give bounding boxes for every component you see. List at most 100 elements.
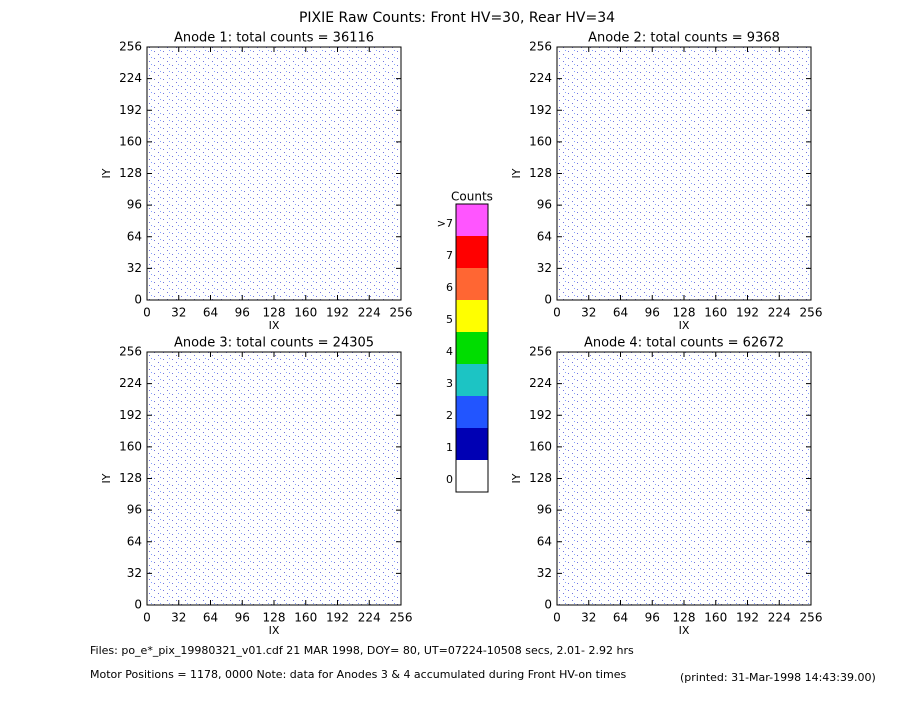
y-axis-label: IY [100, 168, 113, 178]
x-tick-label: 128 [673, 306, 696, 320]
y-tick-label: 128 [529, 471, 552, 485]
x-tick-label: 256 [390, 611, 413, 625]
panel-title: Anode 1: total counts = 36116 [174, 31, 374, 46]
y-tick-label: 32 [127, 261, 142, 275]
y-tick-label: 32 [537, 261, 552, 275]
plot-area [147, 352, 401, 605]
panel-title: Anode 2: total counts = 9368 [588, 31, 780, 46]
colorbar-label: 3 [446, 377, 453, 390]
colorbar-box [456, 332, 488, 364]
y-tick-label: 224 [119, 376, 142, 390]
x-tick-label: 224 [358, 611, 381, 625]
x-tick-label: 192 [326, 306, 349, 320]
colorbar-label: 4 [446, 345, 453, 358]
x-tick-label: 160 [704, 611, 727, 625]
y-tick-label: 256 [529, 345, 552, 359]
colorbar-box [456, 428, 488, 460]
x-tick-label: 192 [326, 611, 349, 625]
x-tick-label: 64 [613, 611, 628, 625]
colorbar-label: 0 [446, 473, 453, 486]
x-tick-label: 0 [143, 611, 151, 625]
x-tick-label: 64 [613, 306, 628, 320]
x-tick-label: 256 [390, 306, 413, 320]
y-tick-label: 96 [537, 198, 552, 212]
y-tick-label: 96 [537, 503, 552, 517]
y-tick-label: 128 [119, 471, 142, 485]
x-tick-label: 96 [645, 611, 660, 625]
plot-area [147, 47, 401, 300]
y-tick-label: 160 [119, 134, 142, 148]
y-tick-label: 224 [529, 376, 552, 390]
y-tick-label: 128 [529, 166, 552, 180]
x-tick-label: 0 [553, 306, 561, 320]
x-tick-label: 96 [235, 611, 250, 625]
footer-files: Files: po_e*_pix_19980321_v01.cdf 21 MAR… [90, 644, 634, 657]
footer-printed: (printed: 31-Mar-1998 14:43:39.00) [680, 671, 876, 684]
y-tick-label: 0 [134, 598, 142, 612]
colorbar-box [456, 460, 488, 492]
x-tick-label: 96 [645, 306, 660, 320]
y-tick-label: 0 [544, 293, 552, 307]
x-tick-label: 128 [263, 306, 286, 320]
x-tick-label: 96 [235, 306, 250, 320]
y-tick-label: 64 [537, 229, 552, 243]
y-tick-label: 192 [529, 408, 552, 422]
y-tick-label: 256 [529, 40, 552, 54]
x-tick-label: 128 [673, 611, 696, 625]
x-tick-label: 192 [736, 611, 759, 625]
y-tick-label: 64 [127, 229, 142, 243]
y-axis-label: IY [510, 473, 523, 483]
plot-area [557, 47, 811, 300]
x-tick-label: 0 [143, 306, 151, 320]
colorbar-label: 1 [446, 441, 453, 454]
colorbar-title: Counts [451, 190, 493, 204]
y-tick-label: 32 [127, 566, 142, 580]
colorbar-box [456, 268, 488, 300]
colorbar-box [456, 236, 488, 268]
x-tick-label: 224 [358, 306, 381, 320]
y-tick-label: 96 [127, 503, 142, 517]
y-tick-label: 192 [119, 103, 142, 117]
y-tick-label: 224 [529, 71, 552, 85]
colorbar-label: 5 [446, 313, 453, 326]
x-tick-label: 224 [768, 611, 791, 625]
x-tick-label: 32 [581, 611, 596, 625]
x-tick-label: 0 [553, 611, 561, 625]
x-tick-label: 224 [768, 306, 791, 320]
colorbar-label: 6 [446, 281, 453, 294]
x-tick-label: 64 [203, 306, 218, 320]
colorbar-frame [455, 203, 489, 493]
y-tick-label: 128 [119, 166, 142, 180]
footer-motor: Motor Positions = 1178, 0000 Note: data … [90, 668, 626, 681]
x-tick-label: 160 [294, 306, 317, 320]
x-axis-label: IX [269, 624, 280, 637]
x-axis-label: IX [679, 624, 690, 637]
colorbar-box [456, 396, 488, 428]
panel-title: Anode 4: total counts = 62672 [584, 336, 784, 351]
y-tick-label: 64 [127, 534, 142, 548]
x-tick-label: 256 [800, 611, 823, 625]
x-axis-label: IX [269, 319, 280, 332]
colorbar-box [456, 204, 488, 236]
panel-title: Anode 3: total counts = 24305 [174, 336, 374, 351]
x-tick-label: 192 [736, 306, 759, 320]
y-tick-label: 192 [529, 103, 552, 117]
y-tick-label: 0 [134, 293, 142, 307]
x-tick-label: 160 [704, 306, 727, 320]
x-tick-label: 64 [203, 611, 218, 625]
y-tick-label: 0 [544, 598, 552, 612]
x-tick-label: 128 [263, 611, 286, 625]
y-tick-label: 224 [119, 71, 142, 85]
y-axis-label: IY [510, 168, 523, 178]
y-tick-label: 160 [119, 439, 142, 453]
colorbar-label: 7 [446, 249, 453, 262]
page-title: PIXIE Raw Counts: Front HV=30, Rear HV=3… [299, 10, 615, 26]
y-tick-label: 160 [529, 134, 552, 148]
y-tick-label: 192 [119, 408, 142, 422]
x-tick-label: 32 [171, 306, 186, 320]
y-tick-label: 160 [529, 439, 552, 453]
y-tick-label: 256 [119, 345, 142, 359]
y-axis-label: IY [100, 473, 113, 483]
x-tick-label: 160 [294, 611, 317, 625]
